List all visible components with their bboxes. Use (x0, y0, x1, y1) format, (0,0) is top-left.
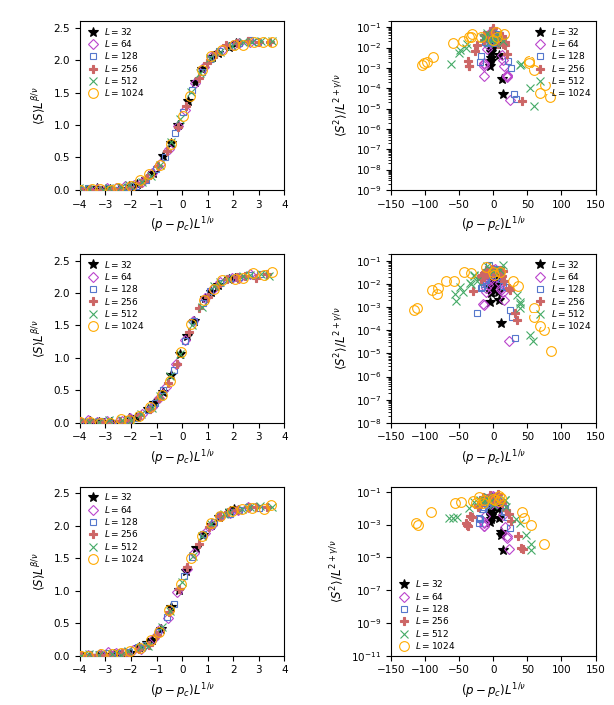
X-axis label: $(p - p_c) L^{1/\nu}$: $(p - p_c) L^{1/\nu}$ (460, 448, 526, 467)
Y-axis label: $\langle S \rangle L^{\beta/\nu}$: $\langle S \rangle L^{\beta/\nu}$ (30, 86, 48, 125)
Y-axis label: $\langle S \rangle L^{\beta/\nu}$: $\langle S \rangle L^{\beta/\nu}$ (30, 552, 48, 591)
X-axis label: $(p - p_c) L^{1/\nu}$: $(p - p_c) L^{1/\nu}$ (150, 215, 215, 235)
Legend: $L = 32$, $L = 64$, $L = 128$, $L = 256$, $L = 512$, $L = 1024$: $L = 32$, $L = 64$, $L = 128$, $L = 256$… (395, 577, 457, 652)
Legend: $L = 32$, $L = 64$, $L = 128$, $L = 256$, $L = 512$, $L = 1024$: $L = 32$, $L = 64$, $L = 128$, $L = 256$… (530, 257, 592, 332)
Y-axis label: $\langle S \rangle L^{\beta/\nu}$: $\langle S \rangle L^{\beta/\nu}$ (30, 319, 48, 357)
Legend: $L = 32$, $L = 64$, $L = 128$, $L = 256$, $L = 512$, $L = 1024$: $L = 32$, $L = 64$, $L = 128$, $L = 256$… (530, 25, 592, 99)
Y-axis label: $\langle S^2 \rangle / L^{2+\gamma/\nu}$: $\langle S^2 \rangle / L^{2+\gamma/\nu}$ (328, 539, 346, 603)
X-axis label: $(p - p_c) L^{1/\nu}$: $(p - p_c) L^{1/\nu}$ (150, 448, 215, 467)
X-axis label: $(p - p_c) L^{1/\nu}$: $(p - p_c) L^{1/\nu}$ (460, 215, 526, 235)
X-axis label: $(p - p_c) L^{1/\nu}$: $(p - p_c) L^{1/\nu}$ (150, 681, 215, 701)
Legend: $L = 32$, $L = 64$, $L = 128$, $L = 256$, $L = 512$, $L = 1024$: $L = 32$, $L = 64$, $L = 128$, $L = 256$… (84, 25, 146, 99)
Legend: $L = 32$, $L = 64$, $L = 128$, $L = 256$, $L = 512$, $L = 1024$: $L = 32$, $L = 64$, $L = 128$, $L = 256$… (84, 257, 146, 332)
Y-axis label: $\langle S^2 \rangle / L^{2+\gamma/\nu}$: $\langle S^2 \rangle / L^{2+\gamma/\nu}$ (332, 73, 350, 137)
Y-axis label: $\langle S^2 \rangle / L^{2+\gamma/\nu}$: $\langle S^2 \rangle / L^{2+\gamma/\nu}$ (332, 307, 350, 370)
Legend: $L = 32$, $L = 64$, $L = 128$, $L = 256$, $L = 512$, $L = 1024$: $L = 32$, $L = 64$, $L = 128$, $L = 256$… (84, 491, 146, 565)
X-axis label: $(p - p_c) L^{1/\nu}$: $(p - p_c) L^{1/\nu}$ (460, 681, 526, 701)
